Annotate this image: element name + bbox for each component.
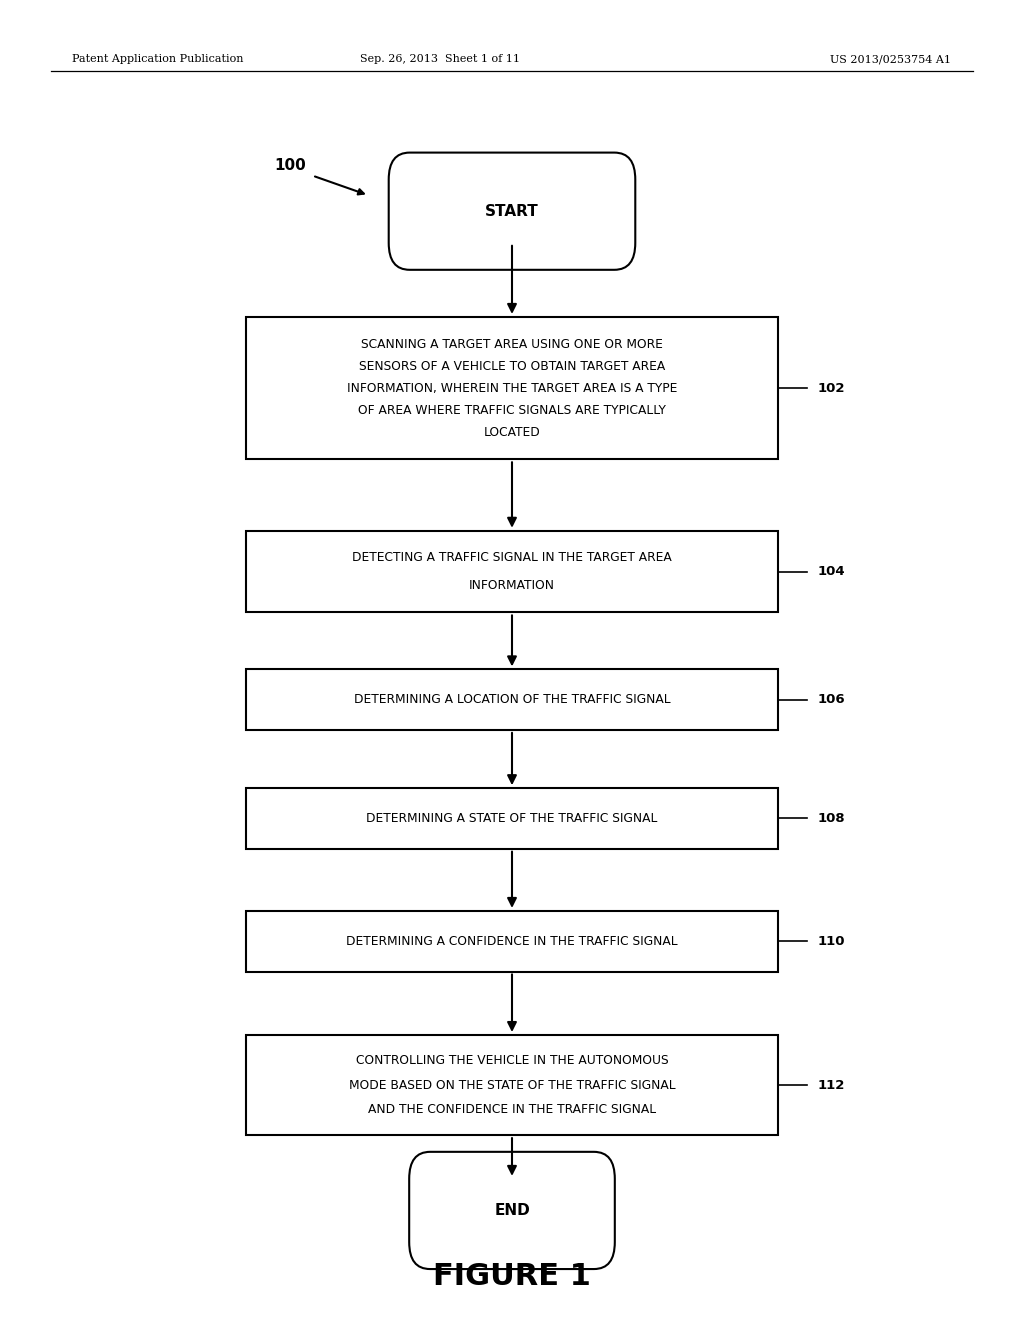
Text: Sep. 26, 2013  Sheet 1 of 11: Sep. 26, 2013 Sheet 1 of 11 — [360, 54, 520, 65]
Polygon shape — [246, 788, 778, 849]
FancyBboxPatch shape — [389, 153, 635, 269]
Text: 104: 104 — [817, 565, 845, 578]
Polygon shape — [246, 317, 778, 459]
Text: AND THE CONFIDENCE IN THE TRAFFIC SIGNAL: AND THE CONFIDENCE IN THE TRAFFIC SIGNAL — [368, 1104, 656, 1115]
Text: 110: 110 — [817, 935, 845, 948]
Text: CONTROLLING THE VEHICLE IN THE AUTONOMOUS: CONTROLLING THE VEHICLE IN THE AUTONOMOU… — [355, 1055, 669, 1067]
Text: DETERMINING A STATE OF THE TRAFFIC SIGNAL: DETERMINING A STATE OF THE TRAFFIC SIGNA… — [367, 812, 657, 825]
Text: 100: 100 — [274, 157, 306, 173]
Polygon shape — [246, 669, 778, 730]
Text: 108: 108 — [817, 812, 845, 825]
Text: DETECTING A TRAFFIC SIGNAL IN THE TARGET AREA: DETECTING A TRAFFIC SIGNAL IN THE TARGET… — [352, 552, 672, 564]
Text: DETERMINING A LOCATION OF THE TRAFFIC SIGNAL: DETERMINING A LOCATION OF THE TRAFFIC SI… — [353, 693, 671, 706]
Text: MODE BASED ON THE STATE OF THE TRAFFIC SIGNAL: MODE BASED ON THE STATE OF THE TRAFFIC S… — [349, 1078, 675, 1092]
Text: Patent Application Publication: Patent Application Publication — [72, 54, 243, 65]
Text: 102: 102 — [817, 381, 845, 395]
Text: LOCATED: LOCATED — [483, 425, 541, 438]
Text: DETERMINING A CONFIDENCE IN THE TRAFFIC SIGNAL: DETERMINING A CONFIDENCE IN THE TRAFFIC … — [346, 935, 678, 948]
Text: SCANNING A TARGET AREA USING ONE OR MORE: SCANNING A TARGET AREA USING ONE OR MORE — [361, 338, 663, 351]
Polygon shape — [246, 1035, 778, 1135]
Text: END: END — [495, 1203, 529, 1218]
Text: 112: 112 — [817, 1078, 845, 1092]
Text: 106: 106 — [817, 693, 845, 706]
Polygon shape — [246, 911, 778, 972]
Polygon shape — [246, 531, 778, 612]
FancyBboxPatch shape — [410, 1152, 614, 1269]
Text: US 2013/0253754 A1: US 2013/0253754 A1 — [830, 54, 951, 65]
Text: INFORMATION, WHEREIN THE TARGET AREA IS A TYPE: INFORMATION, WHEREIN THE TARGET AREA IS … — [347, 381, 677, 395]
Text: OF AREA WHERE TRAFFIC SIGNALS ARE TYPICALLY: OF AREA WHERE TRAFFIC SIGNALS ARE TYPICA… — [358, 404, 666, 417]
Text: SENSORS OF A VEHICLE TO OBTAIN TARGET AREA: SENSORS OF A VEHICLE TO OBTAIN TARGET AR… — [358, 359, 666, 372]
Text: START: START — [485, 203, 539, 219]
Text: INFORMATION: INFORMATION — [469, 579, 555, 591]
Text: FIGURE 1: FIGURE 1 — [433, 1262, 591, 1291]
